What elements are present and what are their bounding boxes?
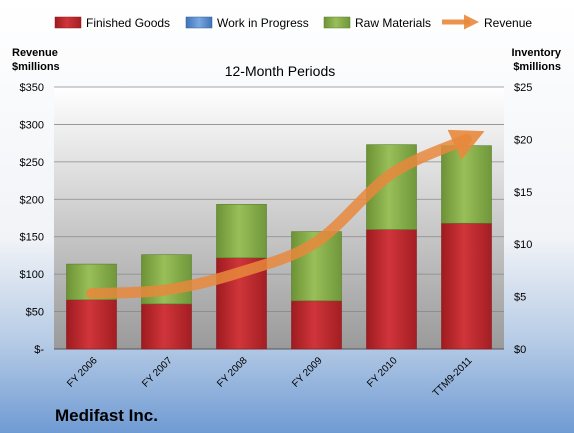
legend-swatch-raw-materials [323,16,351,29]
company-name: Medifast Inc. [55,406,158,425]
bar-finished-goods [291,300,342,350]
revenue-point [316,241,317,242]
right-axis-title-line1: Inventory [511,47,561,59]
revenue-point [166,289,167,290]
revenue-point [241,271,242,272]
revenue-point [391,173,392,174]
revenue-point [91,293,92,294]
bar-raw-materials [441,145,492,224]
revenue-line [86,129,485,300]
legend-label-finished-goods: Finished Goods [86,16,170,30]
revenue-point [466,139,467,140]
legend-swatch-work-in-progress [185,16,213,29]
bar-finished-goods [366,229,417,350]
right-tick-label: $25 [514,82,532,94]
left-axis-title-line2: $millions [12,61,60,73]
right-tick-label: $5 [514,292,526,304]
left-tick-label: $- [34,344,44,356]
bar-raw-materials [216,204,267,259]
bar-finished-goods [66,299,117,350]
legend-label-raw-materials: Raw Materials [355,16,431,30]
legend-swatch-finished-goods [54,16,82,29]
left-tick-label: $150 [20,232,44,244]
bar-finished-goods [141,303,192,350]
right-tick-label: $20 [514,134,532,146]
left-tick-label: $300 [20,119,44,131]
right-tick-label: $15 [514,187,532,199]
bar-finished-goods [441,222,492,350]
right-tick-label: $10 [514,239,532,251]
gridlines [54,86,504,350]
left-tick-label: $50 [26,307,44,319]
left-tick-label: $350 [20,82,44,94]
right-tick-label: $0 [514,344,526,356]
revenue-line-path [86,129,485,300]
legend: Finished Goods Work in Progress Raw Mate… [54,14,532,30]
legend-label-work-in-progress: Work in Progress [217,16,309,30]
chart-title: 12-Month Periods [225,63,336,79]
right-axis-title-line2: $millions [513,61,561,73]
legend-label-revenue: Revenue [484,16,532,30]
left-tick-label: $250 [20,157,44,169]
left-axis-title-line1: Revenue [12,47,58,59]
plot-area [54,87,504,349]
left-tick-label: $100 [20,269,44,281]
left-tick-label: $200 [20,194,44,206]
